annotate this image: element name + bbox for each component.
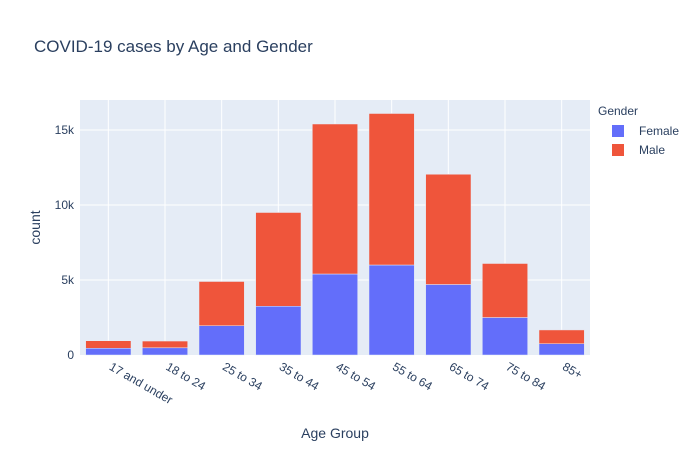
chart-title: COVID-19 cases by Age and Gender (34, 37, 313, 56)
x-tick-label: 65 to 74 (447, 359, 492, 393)
bar-female[interactable] (142, 347, 188, 356)
x-tick-label: 18 to 24 (164, 359, 209, 393)
y-axis-title: count (27, 210, 43, 244)
legend-label-female[interactable]: Female (639, 124, 679, 138)
x-tick-label: 17 and under (107, 359, 175, 406)
bar-female[interactable] (312, 273, 358, 356)
bar-female[interactable] (85, 348, 132, 356)
y-tick-label: 10k (55, 198, 75, 212)
bar-male[interactable] (198, 281, 245, 326)
x-axis-title: Age Group (301, 425, 369, 441)
legend-swatch-female[interactable] (612, 125, 624, 137)
y-tick-label: 15k (55, 123, 75, 137)
bar-female[interactable] (368, 264, 415, 356)
x-tick-label: 35 to 44 (277, 359, 322, 393)
bars (85, 113, 585, 356)
legend-title: Gender (598, 104, 638, 118)
x-tick-label: 85+ (560, 359, 585, 381)
bar-female[interactable] (482, 317, 528, 356)
legend-label-male[interactable]: Male (639, 143, 665, 157)
y-tick-label: 5k (61, 273, 75, 287)
x-tick-label: 45 to 54 (334, 359, 379, 393)
bar-male[interactable] (425, 174, 472, 285)
bar-male[interactable] (482, 263, 528, 318)
y-tick-label: 0 (67, 348, 74, 362)
bar-female[interactable] (425, 284, 472, 356)
bar-male[interactable] (538, 329, 585, 345)
bar-female[interactable] (255, 306, 302, 356)
bar-male[interactable] (312, 123, 358, 275)
bar-male[interactable] (368, 113, 415, 266)
bar-male[interactable] (85, 340, 132, 349)
x-tick-label: 55 to 64 (390, 359, 435, 393)
bar-female[interactable] (198, 325, 245, 356)
legend: Gender Female Male (598, 104, 679, 157)
x-tick-label: 25 to 34 (220, 359, 265, 393)
legend-swatch-male[interactable] (612, 144, 624, 156)
y-tick-labels: 0 5k 10k 15k (55, 123, 75, 362)
x-tick-label: 75 to 84 (504, 359, 549, 393)
bar-female[interactable] (538, 343, 585, 356)
bar-male[interactable] (255, 212, 302, 307)
bar-male[interactable] (142, 340, 188, 349)
